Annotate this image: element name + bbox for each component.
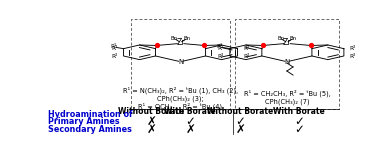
Text: ✓: ✓ — [235, 114, 246, 127]
Text: ✓: ✓ — [294, 123, 304, 136]
Text: ✗: ✗ — [146, 123, 156, 136]
Text: Primary Amines: Primary Amines — [48, 117, 119, 125]
Text: CPh(CH₃)₂ (7): CPh(CH₃)₂ (7) — [265, 99, 309, 105]
Text: Zr: Zr — [176, 38, 185, 47]
Text: ✗: ✗ — [146, 114, 156, 127]
Text: N: N — [178, 59, 183, 65]
Text: R²: R² — [243, 54, 249, 59]
Text: With Borate: With Borate — [164, 107, 216, 116]
Text: R¹ = CH₂CH₃, R² = ᵗBu (5),: R¹ = CH₂CH₃, R² = ᵗBu (5), — [243, 90, 330, 97]
Text: R¹: R¹ — [110, 44, 116, 49]
Text: Bn: Bn — [183, 36, 190, 41]
Text: ✓: ✓ — [185, 114, 195, 127]
Text: R²: R² — [218, 54, 224, 59]
Text: R²: R² — [350, 46, 356, 51]
Text: Without Borate: Without Borate — [118, 107, 184, 116]
Text: R¹ = N(CH₃)₂, R² = ᵗBu (1), CH₃ (2),: R¹ = N(CH₃)₂, R² = ᵗBu (1), CH₃ (2), — [123, 87, 238, 94]
Text: Bn: Bn — [171, 36, 178, 41]
Text: R²: R² — [112, 46, 118, 51]
Text: Without Borate: Without Borate — [208, 107, 274, 116]
Text: ✗: ✗ — [235, 123, 246, 136]
Text: Bn: Bn — [290, 36, 297, 41]
Text: R¹ = OCH₃,    R² = ᵗBu (4): R¹ = OCH₃, R² = ᵗBu (4) — [138, 102, 223, 110]
Text: ✓: ✓ — [294, 114, 304, 127]
Text: N: N — [284, 59, 290, 65]
Text: Hydroamination of: Hydroamination of — [48, 110, 132, 119]
Text: With Borate: With Borate — [273, 107, 325, 116]
Text: ✗: ✗ — [185, 123, 195, 136]
Text: R¹: R¹ — [217, 44, 223, 49]
Text: R²: R² — [218, 46, 224, 51]
Text: Zr: Zr — [283, 38, 291, 47]
Text: Secondary Amines: Secondary Amines — [48, 125, 132, 134]
Text: CPh(CH₃)₂ (3);: CPh(CH₃)₂ (3); — [157, 95, 204, 102]
Text: R²: R² — [243, 46, 249, 51]
Text: Bn: Bn — [277, 36, 284, 41]
Text: R²: R² — [350, 54, 356, 59]
Text: R²: R² — [112, 54, 118, 59]
